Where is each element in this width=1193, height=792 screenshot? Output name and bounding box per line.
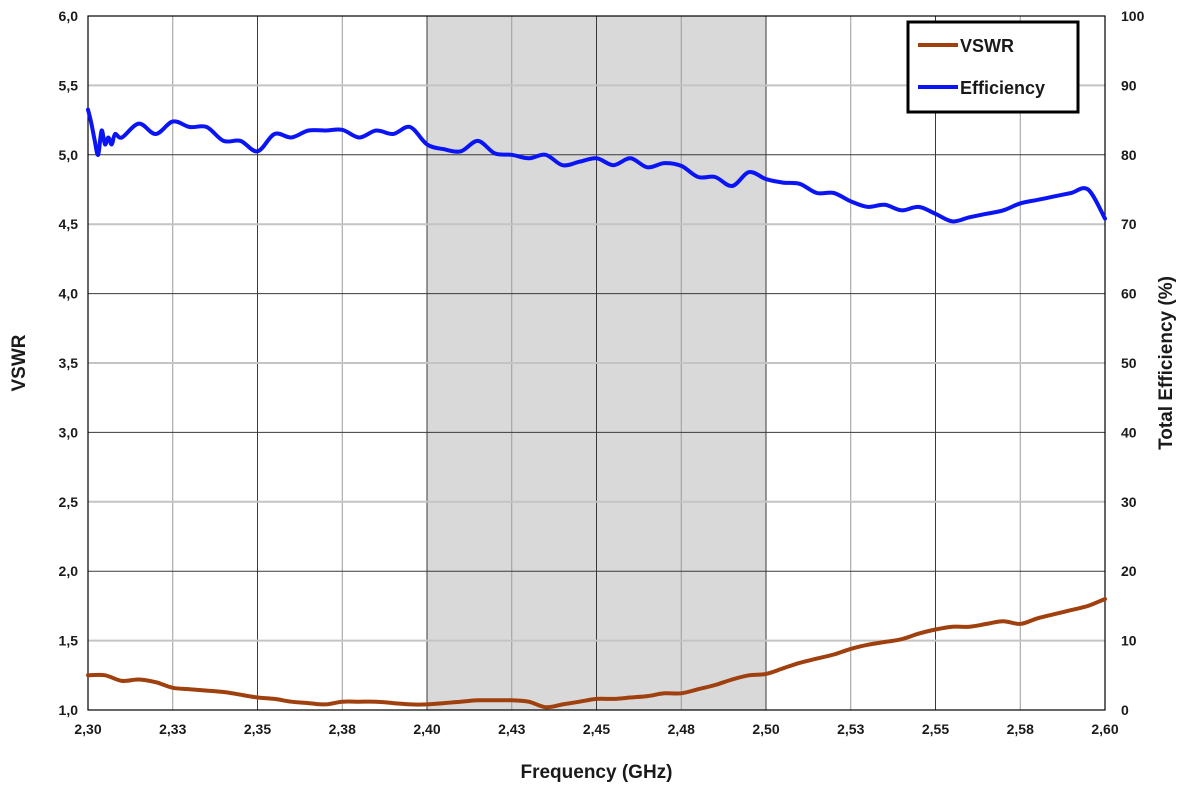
y2-tick-label: 20 <box>1121 563 1137 579</box>
x-tick-label: 2,33 <box>159 721 186 737</box>
legend-label-vswr: VSWR <box>960 36 1014 56</box>
plot-area-frame <box>87 15 1106 711</box>
y-tick-label: 4,5 <box>59 216 79 232</box>
y-tick-label: 5,0 <box>59 147 79 163</box>
y-tick-label: 4,0 <box>59 286 79 302</box>
series-line-vswr <box>86 597 1107 710</box>
y-tick-label: 2,0 <box>59 563 79 579</box>
y-tick-label: 1,0 <box>59 702 79 718</box>
legend-label-efficiency: Efficiency <box>960 78 1045 98</box>
series-layer <box>86 107 1107 710</box>
x-tick-label: 2,53 <box>837 721 864 737</box>
y2-tick-label: 30 <box>1121 494 1137 510</box>
y2-tick-label: 40 <box>1121 424 1137 440</box>
y-tick-label: 3,5 <box>59 355 79 371</box>
y2-axis-title: Total Efficiency (%) <box>1156 276 1177 450</box>
y-tick-label: 1,5 <box>59 633 79 649</box>
y2-tick-label: 0 <box>1121 702 1129 718</box>
x-tick-label: 2,55 <box>922 721 949 737</box>
y2-tick-label: 70 <box>1121 216 1137 232</box>
y-tick-label: 3,0 <box>59 424 79 440</box>
x-tick-label: 2,60 <box>1091 721 1118 737</box>
y2-tick-label: 50 <box>1121 355 1137 371</box>
y-axis-title: VSWR <box>9 334 30 391</box>
x-tick-label: 2,38 <box>329 721 356 737</box>
x-tick-label: 2,50 <box>752 721 779 737</box>
series-line-efficiency <box>86 107 1107 224</box>
legend-box <box>906 20 1080 114</box>
y2-tick-label: 60 <box>1121 286 1137 302</box>
x-tick-label: 2,45 <box>583 721 610 737</box>
y2-tick-label: 10 <box>1121 633 1137 649</box>
y-tick-label: 6,0 <box>59 8 79 24</box>
y-tick-label: 5,5 <box>59 77 79 93</box>
x-tick-label: 2,43 <box>498 721 525 737</box>
y2-tick-label: 100 <box>1121 8 1145 24</box>
x-tick-label: 2,48 <box>668 721 695 737</box>
y-tick-label: 2,5 <box>59 494 79 510</box>
y2-tick-label: 90 <box>1121 77 1137 93</box>
x-tick-label: 2,58 <box>1007 721 1034 737</box>
y2-tick-label: 80 <box>1121 147 1137 163</box>
x-tick-label: 2,40 <box>413 721 440 737</box>
legend: VSWR Efficiency <box>906 20 1080 114</box>
x-tick-label: 2,35 <box>244 721 271 737</box>
x-tick-label: 2,30 <box>74 721 101 737</box>
tick-label-layer: 2,30 2,33 2,35 2,38 2,40 2,43 2,45 2,48 2,50 2,53… <box>59 8 1145 737</box>
x-axis-title: Frequency (GHz) <box>520 762 672 783</box>
